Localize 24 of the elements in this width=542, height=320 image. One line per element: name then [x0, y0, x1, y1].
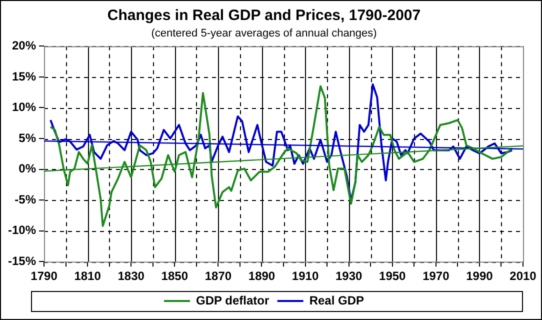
- y-tick-label: 5%: [18, 130, 36, 145]
- x-tick-label: 1930: [335, 269, 362, 284]
- x-tick-label: 1870: [204, 269, 232, 284]
- x-tick-label: 1810: [74, 269, 102, 284]
- y-tick-label: 10%: [12, 100, 36, 114]
- x-tick-label: 2010: [510, 269, 537, 284]
- x-tick-label: 1790: [30, 269, 58, 284]
- y-tick-label: -10%: [8, 223, 36, 238]
- chart-title: Changes in Real GDP and Prices, 1790-2007: [107, 7, 421, 24]
- x-tick-label: 1990: [466, 269, 494, 284]
- legend-label: Real GDP: [309, 293, 364, 308]
- x-tick-label: 1950: [379, 269, 406, 284]
- x-tick-label: 1970: [422, 269, 450, 284]
- y-tick-label: -5%: [14, 192, 36, 206]
- x-tick-label: 1850: [161, 269, 188, 284]
- x-tick-label: 1910: [292, 269, 319, 284]
- x-tick-label: 1890: [248, 269, 276, 284]
- legend-label: GDP deflator: [196, 293, 270, 308]
- chart-subtitle: (centered 5-year averages of annual changes): [151, 28, 377, 40]
- x-tick-label: 1830: [118, 269, 145, 284]
- y-tick-label: -15%: [8, 254, 36, 268]
- y-tick-label: 20%: [12, 38, 36, 53]
- y-tick-label: 15%: [12, 69, 36, 84]
- y-tick-label: 0%: [18, 162, 36, 176]
